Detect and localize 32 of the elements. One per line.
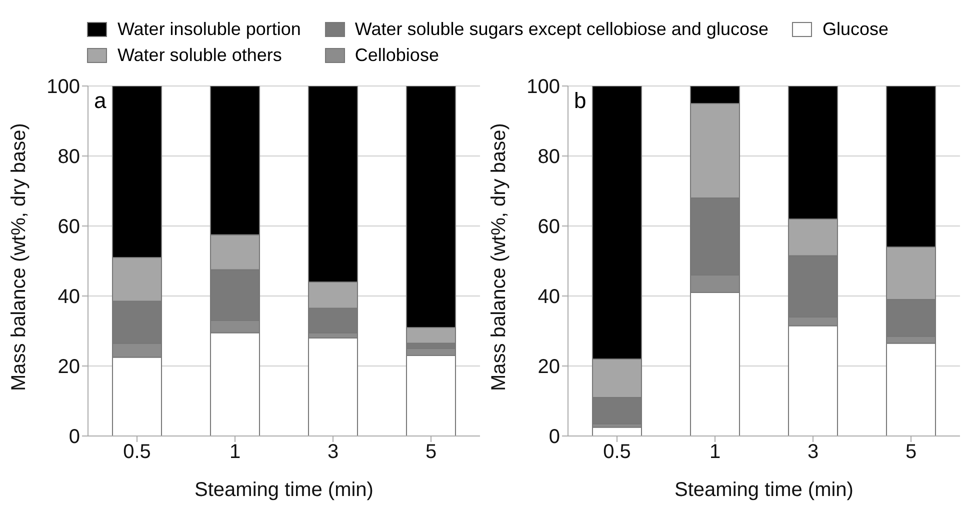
legend-label: Water soluble sugars except cellobiose and glucose bbox=[354, 18, 768, 40]
y-tick-label: 60 bbox=[538, 216, 560, 238]
x-tick-label: 1 bbox=[229, 441, 241, 464]
x-tick-label: 5 bbox=[905, 441, 917, 464]
y-tick-label: 20 bbox=[58, 356, 80, 378]
legend-label: Water soluble others bbox=[117, 44, 282, 66]
y-axis-title: Mass balance (wt%, dry base) bbox=[8, 123, 30, 391]
x-tick-label: 3 bbox=[807, 441, 819, 464]
y-tick-label: 80 bbox=[58, 146, 80, 168]
x-axis-title: Steaming time (min) bbox=[194, 479, 374, 501]
legend-label: Glucose bbox=[822, 18, 889, 40]
y-tick-label: 40 bbox=[538, 286, 560, 308]
x-tick-label: 3 bbox=[327, 441, 339, 464]
y-tick-label: 100 bbox=[46, 76, 80, 98]
y-tick-label: 0 bbox=[548, 426, 560, 448]
y-tick-label: 0 bbox=[68, 426, 80, 448]
legend-label: Cellobiose bbox=[354, 44, 439, 66]
y-tick-label: 20 bbox=[538, 356, 560, 378]
y-tick-label: 80 bbox=[538, 146, 560, 168]
annotation: b bbox=[574, 88, 586, 114]
x-tick-label: 5 bbox=[425, 441, 437, 464]
x-axis-title: Steaming time (min) bbox=[674, 479, 854, 501]
x-tick-label: 0.5 bbox=[603, 441, 631, 464]
y-tick-label: 60 bbox=[58, 216, 80, 238]
x-tick-label: 1 bbox=[709, 441, 721, 464]
y-axis-title: Mass balance (wt%, dry base) bbox=[488, 123, 510, 391]
x-tick-label: 0.5 bbox=[123, 441, 151, 464]
y-tick-label: 100 bbox=[526, 76, 560, 98]
bar bbox=[308, 338, 358, 436]
y-tick-label: 40 bbox=[58, 286, 80, 308]
annotation: a bbox=[94, 88, 106, 114]
legend-label: Water insoluble portion bbox=[117, 18, 301, 40]
